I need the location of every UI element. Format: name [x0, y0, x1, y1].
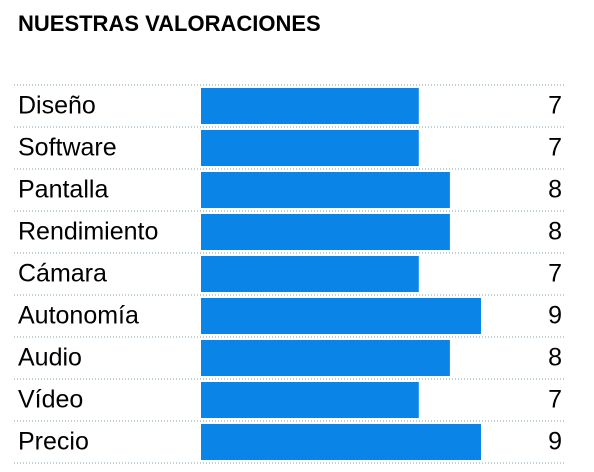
bar	[201, 382, 419, 418]
value-label: 7	[548, 260, 562, 288]
category-label: Vídeo	[18, 386, 83, 414]
value-label: 8	[548, 344, 562, 372]
category-label: Pantalla	[18, 176, 108, 204]
value-label: 7	[548, 92, 562, 120]
category-label: Diseño	[18, 92, 96, 120]
bar	[201, 88, 419, 124]
bar	[201, 130, 419, 166]
value-label: 8	[548, 176, 562, 204]
value-label: 8	[548, 218, 562, 246]
category-label: Precio	[18, 428, 89, 456]
bar	[201, 340, 450, 376]
value-label: 9	[548, 302, 562, 330]
bar	[201, 256, 419, 292]
bar	[201, 424, 481, 460]
chart-title: NUESTRAS VALORACIONES	[18, 11, 321, 36]
bar	[201, 172, 450, 208]
category-label: Audio	[18, 344, 82, 372]
value-label: 7	[548, 386, 562, 414]
value-label: 9	[548, 428, 562, 456]
bar	[201, 214, 450, 250]
value-label: 7	[548, 134, 562, 162]
bar	[201, 298, 481, 334]
category-label: Cámara	[18, 260, 107, 288]
category-label: Rendimiento	[18, 218, 158, 246]
category-label: Software	[18, 134, 117, 162]
category-label: Autonomía	[18, 302, 139, 330]
